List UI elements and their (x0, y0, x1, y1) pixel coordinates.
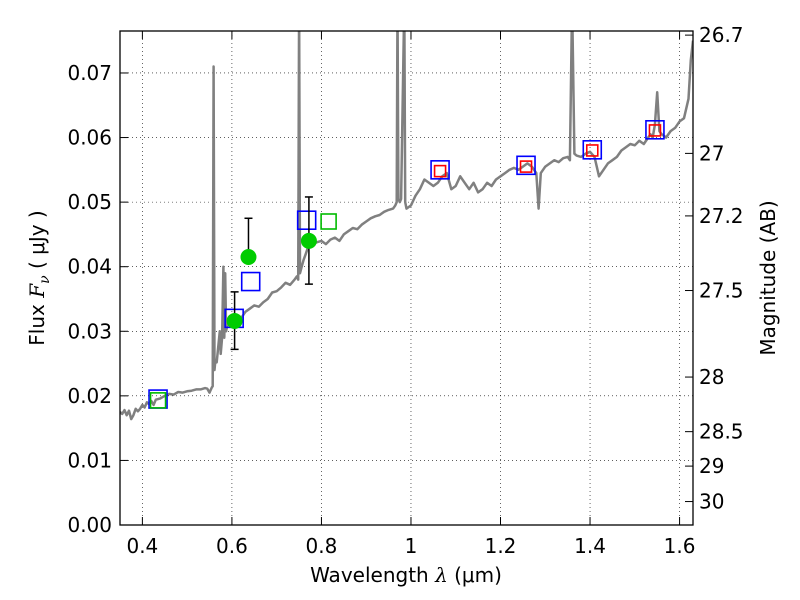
square-marker (648, 124, 662, 137)
dot-marker (300, 232, 317, 249)
y2-tick-label: 27 (699, 141, 724, 165)
y2-tick-label: 28.5 (699, 420, 744, 444)
y-tick-label: 0.00 (67, 513, 112, 537)
x-tick-label: 0.4 (126, 534, 158, 558)
y-tick-label: 0.01 (67, 448, 112, 472)
ticks (120, 31, 693, 526)
square-marker (433, 164, 447, 178)
dot-marker (226, 312, 243, 329)
spectrum-layer (120, 31, 693, 421)
plot-frame (119, 30, 694, 526)
square-marker (516, 155, 536, 176)
dot-marker (240, 249, 257, 266)
right-axis-label: Magnitude (AB) (756, 200, 780, 355)
square-marker (645, 120, 665, 140)
y2-tick-label: 30 (699, 490, 724, 514)
tick-labels: 0.4 0.6 0.8 1 1.2 1.4 1.6 0.00 0.01 0.02 0.03 0.04 0… (67, 23, 743, 558)
square-marker (582, 140, 603, 160)
square-marker (296, 210, 317, 231)
y-tick-label: 0.04 (67, 255, 112, 279)
square-marker (585, 144, 599, 157)
y-axis-label: Flux Fν ( μJy ) (25, 210, 53, 345)
y2-tick-label: 27.2 (699, 204, 744, 228)
spectrum-line (120, 31, 693, 421)
x-tick-label: 1.6 (664, 534, 696, 558)
x-tick-label: 0.6 (216, 534, 248, 558)
marker-layer (148, 120, 665, 409)
y-tick-label: 0.06 (67, 126, 112, 150)
x-tick-label: 0.8 (306, 534, 338, 558)
y-tick-label: 0.03 (67, 319, 112, 343)
y2-tick-label: 28 (699, 365, 724, 389)
y2-tick-label: 27.5 (699, 279, 744, 303)
y2-tick-label: 26.7 (699, 23, 744, 47)
square-marker (320, 213, 337, 230)
grid (120, 31, 693, 525)
y-tick-label: 0.05 (67, 190, 112, 214)
y-tick-label: 0.07 (67, 61, 112, 85)
square-marker (240, 271, 261, 292)
y2-tick-label: 29 (699, 454, 724, 478)
square-marker (519, 160, 533, 173)
x-axis-label: Wavelength λ (μm) (310, 563, 502, 587)
square-marker (430, 160, 450, 180)
x-tick-label: 1 (405, 534, 418, 558)
x-tick-label: 1.2 (485, 534, 517, 558)
x-tick-label: 1.4 (574, 534, 606, 558)
y-tick-label: 0.02 (67, 384, 112, 408)
square-marker (149, 392, 167, 409)
